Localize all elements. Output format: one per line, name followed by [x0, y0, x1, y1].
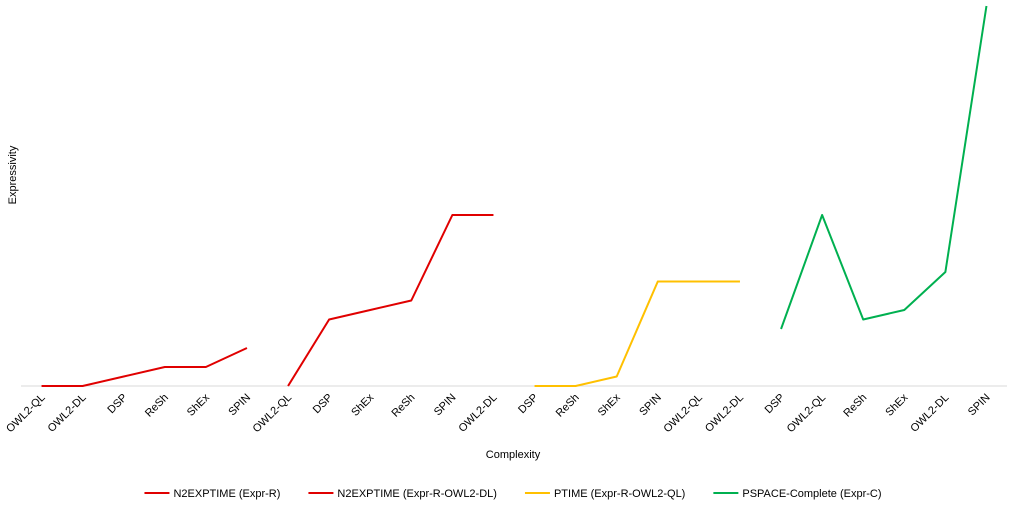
series-line — [41, 347, 248, 387]
x-tick-label: OWL2-DL — [46, 392, 89, 435]
x-tick-label: DSP — [105, 392, 129, 416]
x-tick-label: SPIN — [432, 392, 459, 419]
x-tick-label: OWL2-QL — [785, 392, 828, 435]
x-tick-label: ReSh — [143, 392, 171, 420]
x-tick-label: DSP — [516, 392, 540, 416]
x-tick-label: OWL2-QL — [4, 392, 47, 435]
series-line — [534, 280, 740, 387]
legend-label: PSPACE-Complete (Expr-C) — [742, 488, 881, 500]
x-tick-label: OWL2-QL — [661, 392, 704, 435]
x-tick-label: SPIN — [637, 392, 664, 419]
x-tick-label: ShEx — [596, 391, 623, 418]
x-tick-label: OWL2-QL — [251, 392, 294, 435]
x-tick-label: OWL2-DL — [703, 392, 746, 435]
legend-label: PTIME (Expr-R-OWL2-QL) — [554, 488, 685, 500]
x-tick-label: SPIN — [966, 392, 993, 419]
x-tick-label: OWL2-DL — [908, 392, 951, 435]
x-tick-label: ReSh — [841, 392, 869, 420]
y-axis-label: Expressivity — [7, 145, 19, 204]
series-line — [287, 214, 494, 387]
x-tick-label: ShEx — [883, 391, 910, 418]
x-tick-label: OWL2-DL — [457, 392, 500, 435]
x-tick-label: ReSh — [389, 392, 417, 420]
x-tick-label: SPIN — [226, 392, 253, 419]
x-tick-label: ShEx — [185, 391, 212, 418]
legend-label: N2EXPTIME (Expr-R) — [173, 488, 280, 500]
x-tick-label: ShEx — [349, 391, 376, 418]
x-axis-label: Complexity — [486, 449, 541, 461]
x-tick-label: ReSh — [554, 392, 582, 420]
legend-label: N2EXPTIME (Expr-R-OWL2-DL) — [337, 488, 497, 500]
series-line — [780, 5, 988, 330]
x-tick-label: DSP — [311, 392, 335, 416]
x-tick-label: DSP — [763, 392, 787, 416]
